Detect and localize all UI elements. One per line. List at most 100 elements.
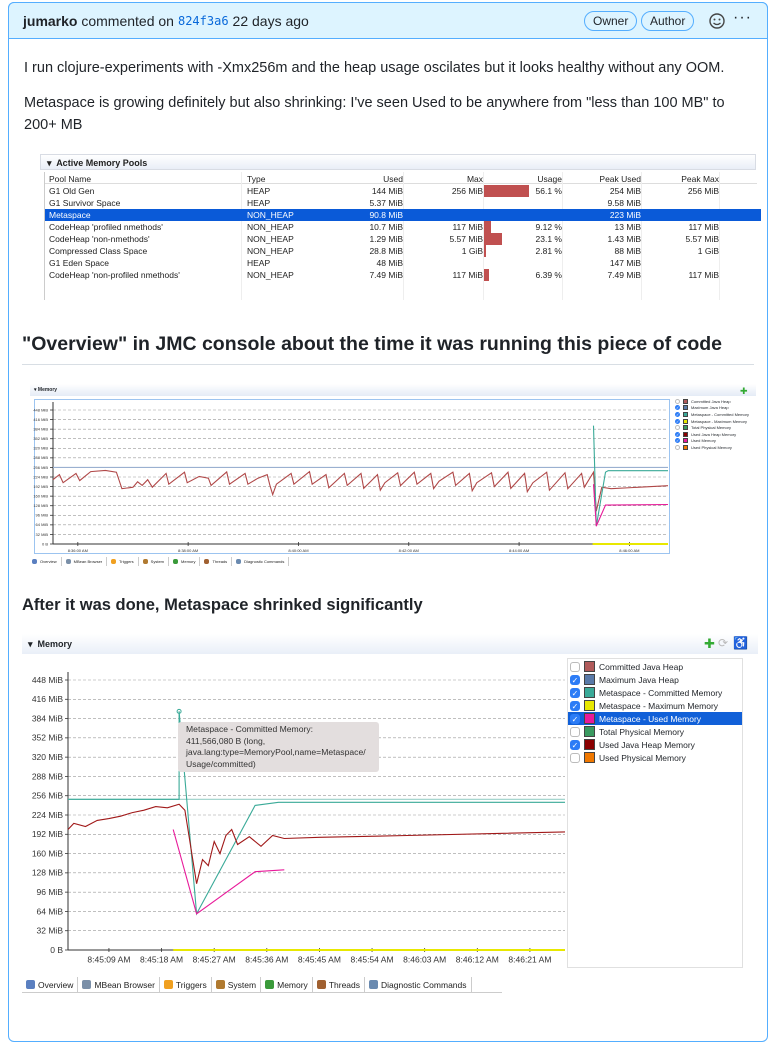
author-badge: Author xyxy=(641,11,695,31)
column-divider xyxy=(641,172,642,300)
column-header[interactable]: Type xyxy=(247,174,266,184)
legend-checkbox[interactable]: ✓ xyxy=(570,739,580,750)
legend-item[interactable]: ✓ Used Java Heap Memory xyxy=(673,431,758,438)
tab-mbean-browser[interactable]: MBean Browser xyxy=(78,977,160,992)
chart-frame xyxy=(34,399,670,554)
legend-item[interactable]: ✓ Maximum Java Heap xyxy=(673,405,758,412)
legend-swatch xyxy=(584,674,595,685)
column-header[interactable]: Pool Name xyxy=(49,174,92,184)
legend-checkbox[interactable]: ✓ xyxy=(570,713,580,724)
author-link[interactable]: jumarko xyxy=(23,12,78,29)
series-line-used-memory[interactable] xyxy=(592,484,669,527)
tab-triggers[interactable]: Triggers xyxy=(160,977,212,992)
series-line-used-java-heap-memory[interactable] xyxy=(67,803,566,884)
commit-link[interactable]: 824f3a6 xyxy=(177,13,229,28)
legend-item[interactable]: Committed Java Heap xyxy=(673,398,758,405)
legend-item[interactable]: Used Physical Memory xyxy=(568,751,742,764)
tab-label: Diagnostic Commands xyxy=(244,559,285,564)
pool-row[interactable]: CodeHeap 'profiled nmethods' NON_HEAP 10.7… xyxy=(45,221,761,233)
pool-row[interactable]: CodeHeap 'non-profiled nmethods' NON_HEAP… xyxy=(45,269,761,281)
pool-cell-type: NON_HEAP xyxy=(247,270,294,280)
column-header[interactable]: Max xyxy=(466,174,483,184)
tab-system[interactable]: System xyxy=(139,557,170,566)
legend-item[interactable]: Used Physical Memory xyxy=(673,444,758,451)
tab-diagnostic-commands[interactable]: Diagnostic Commands xyxy=(365,977,472,992)
tab-icon xyxy=(32,559,37,564)
legend-checkbox[interactable]: ✓ xyxy=(675,431,680,437)
tab-memory[interactable]: Memory xyxy=(261,977,313,992)
hover-point[interactable] xyxy=(176,708,182,714)
tab-icon xyxy=(369,980,378,989)
tab-mbean-browser[interactable]: MBean Browser xyxy=(62,557,108,566)
pool-cell-name: CodeHeap 'profiled nmethods' xyxy=(49,222,163,232)
timestamp[interactable]: 22 days ago xyxy=(232,12,309,29)
tab-overview[interactable]: Overview xyxy=(28,557,62,566)
small-memory-chart[interactable]: 0 B 32 MiB 64 MiB 96 MiB 128 MiB 160 MiB 192 M… xyxy=(28,380,673,560)
tab-icon xyxy=(236,559,242,564)
kebab-icon[interactable]: ··· xyxy=(733,9,752,26)
x-tick-label: 8:45:09 AM xyxy=(87,955,130,965)
legend-checkbox[interactable]: ✓ xyxy=(675,405,680,411)
add-chart-icon[interactable]: ✚ xyxy=(704,636,715,651)
legend-item[interactable]: ✓ Used Memory xyxy=(673,438,758,445)
legend-item[interactable]: ✓ Metaspace - Maximum Memory xyxy=(568,699,742,712)
column-header[interactable]: Used xyxy=(383,174,403,184)
memory-section-header[interactable]: ▾ Memory xyxy=(30,384,756,396)
legend-checkbox[interactable]: ✓ xyxy=(570,674,580,685)
legend-item[interactable]: ✓ Metaspace - Committed Memory xyxy=(568,686,742,699)
memory-section-header[interactable]: ▾ Memory xyxy=(22,634,758,654)
legend-checkbox[interactable]: ✓ xyxy=(570,700,580,711)
tab-label: Memory xyxy=(277,979,308,990)
legend-checkbox[interactable] xyxy=(570,752,580,763)
tab-label: System xyxy=(227,979,257,990)
pool-cell-type: NON_HEAP xyxy=(247,234,294,244)
legend-checkbox[interactable]: ✓ xyxy=(675,411,680,417)
series-line-used-java-heap-memory[interactable] xyxy=(52,469,669,512)
pool-cell-peak-max: 1 GiB xyxy=(697,246,719,256)
pool-row[interactable]: G1 Eden Space HEAP 48 MiB 147 MiB xyxy=(45,257,761,269)
legend-checkbox[interactable]: ✓ xyxy=(570,687,580,698)
legend-item[interactable]: ✓ Metaspace - Used Memory xyxy=(568,712,742,725)
tab-threads[interactable]: Threads xyxy=(200,557,233,566)
refresh-icon[interactable]: ⟳ xyxy=(718,636,729,650)
column-header[interactable]: Peak Max xyxy=(681,174,719,184)
column-header[interactable]: Usage xyxy=(537,174,562,184)
tab-diagnostic-commands[interactable]: Diagnostic Commands xyxy=(232,557,290,566)
series-line-metaspace-committed-memory[interactable] xyxy=(592,425,669,527)
usage-bar xyxy=(484,269,490,281)
pools-section-header[interactable]: ▾ Active Memory Pools xyxy=(40,154,756,170)
legend-checkbox[interactable] xyxy=(570,661,580,672)
legend-item[interactable]: Committed Java Heap xyxy=(568,660,742,673)
accessibility-icon[interactable]: ♿ xyxy=(733,636,748,650)
pool-row[interactable]: Metaspace NON_HEAP 90.8 MiB 223 MiB xyxy=(45,209,761,221)
tab-triggers[interactable]: Triggers xyxy=(107,557,139,566)
legend-checkbox[interactable]: ✓ xyxy=(675,438,680,444)
legend-checkbox[interactable] xyxy=(675,425,680,431)
pool-row[interactable]: CodeHeap 'non-nmethods' NON_HEAP 1.29 MiB 5… xyxy=(45,233,761,245)
legend-checkbox[interactable] xyxy=(675,398,680,404)
chart-tooltip: Metaspace - Committed Memory: 411,566,08… xyxy=(178,722,379,772)
add-icon[interactable]: ✚ xyxy=(740,386,748,396)
y-tick-label: 160 MiB xyxy=(33,493,48,498)
legend-item[interactable]: ✓ Metaspace - Maximum Memory xyxy=(673,418,758,425)
pool-row[interactable]: G1 Survivor Space HEAP 5.37 MiB 9.58 MiB xyxy=(45,197,761,209)
series-line-metaspace-used-memory[interactable] xyxy=(172,829,285,915)
legend-item[interactable]: Total Physical Memory xyxy=(568,725,742,738)
legend-checkbox[interactable] xyxy=(570,726,580,737)
legend-checkbox[interactable] xyxy=(675,444,680,450)
pool-row[interactable]: Compressed Class Space NON_HEAP 28.8 MiB 1 … xyxy=(45,245,761,257)
tab-overview[interactable]: Overview xyxy=(22,977,79,992)
legend-item[interactable]: ✓ Maximum Java Heap xyxy=(568,673,742,686)
memory-chart[interactable]: 0 B 32 MiB 64 MiB 96 MiB 128 MiB 160 MiB 192 M… xyxy=(22,632,570,977)
smiley-icon[interactable] xyxy=(708,12,726,30)
column-header[interactable]: Peak Used xyxy=(599,174,641,184)
tab-threads[interactable]: Threads xyxy=(313,977,365,992)
legend-item[interactable]: ✓ Metaspace - Committed Memory xyxy=(673,411,758,418)
legend-item[interactable]: ✓ Used Java Heap Memory xyxy=(568,738,742,751)
tab-system[interactable]: System xyxy=(212,977,262,992)
pool-row[interactable]: G1 Old Gen HEAP 144 MiB 256 MiB 56.1 % 254 Mi… xyxy=(45,185,761,197)
legend-item[interactable]: Total Physical Memory xyxy=(673,424,758,431)
pool-cell-max: 256 MiB xyxy=(451,186,483,196)
legend-checkbox[interactable]: ✓ xyxy=(675,418,680,424)
tab-memory[interactable]: Memory xyxy=(169,557,201,566)
